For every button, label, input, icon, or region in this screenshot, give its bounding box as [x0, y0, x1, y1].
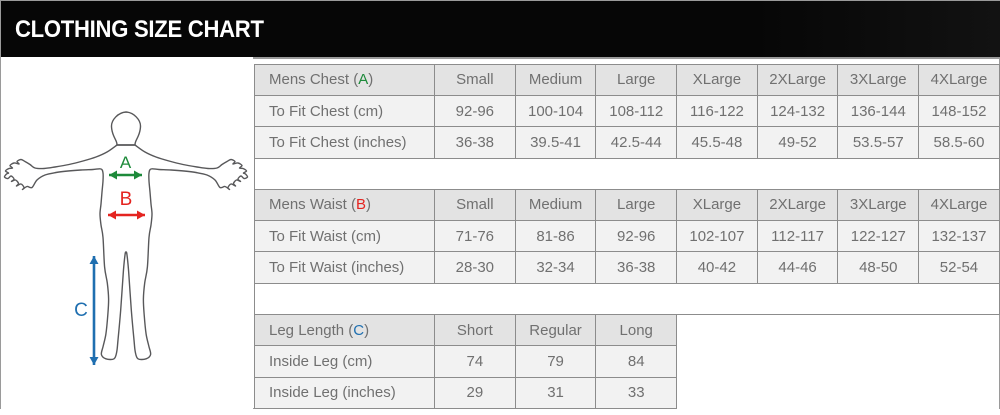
svg-text:C: C: [74, 300, 88, 321]
svg-text:B: B: [120, 189, 133, 210]
svg-text:A: A: [120, 153, 132, 172]
